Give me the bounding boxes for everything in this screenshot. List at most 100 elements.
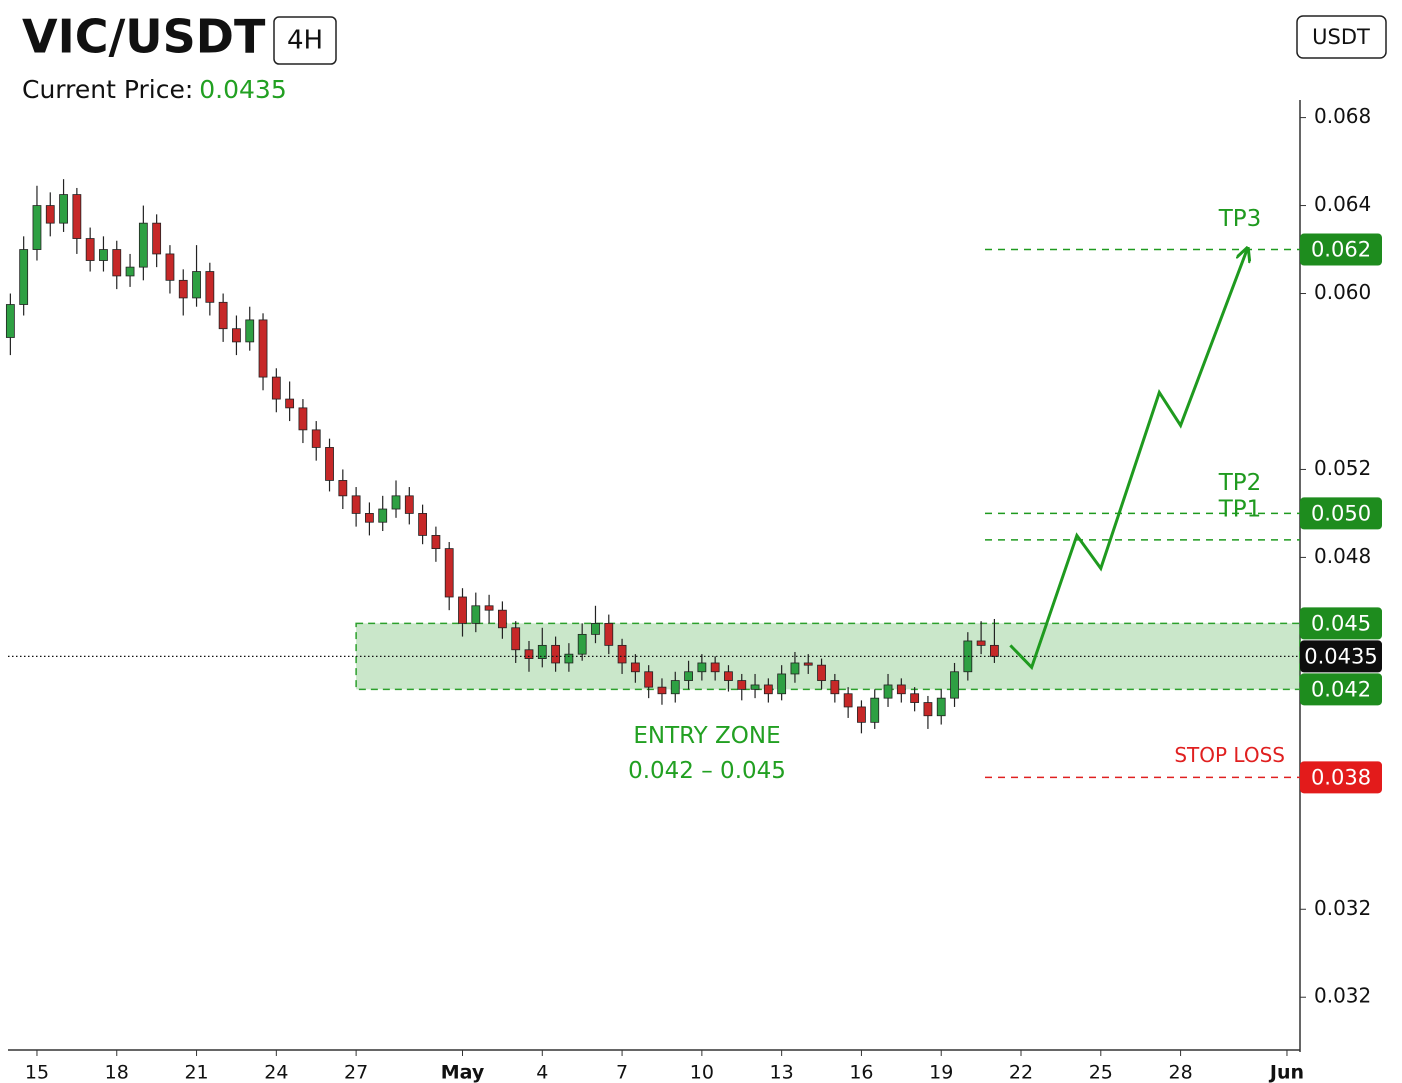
candle-body: [617, 644, 627, 664]
candle-body: [232, 328, 241, 343]
candle-body: [511, 627, 521, 651]
entry-zone-range: 0.042 – 0.045: [628, 758, 786, 784]
current-price: 0.0435: [199, 75, 286, 104]
candle-body: [218, 301, 228, 330]
x-tick-label: 18: [105, 1062, 129, 1083]
candle-body: [990, 644, 999, 657]
price-box: [1300, 233, 1382, 266]
y-tick-label: 0.068: [1314, 104, 1371, 128]
currency-button[interactable]: [1296, 15, 1387, 59]
y-tick-label: 0.052: [1314, 456, 1371, 480]
candle-body: [737, 680, 747, 690]
price-box-label: 0.042: [1311, 677, 1371, 701]
interval[interactable]: 4H: [287, 26, 323, 56]
currency-label[interactable]: USDT: [1312, 25, 1370, 49]
candle-body: [192, 271, 201, 299]
candle-body: [165, 253, 175, 281]
candle-body: [657, 686, 667, 695]
candle-body: [138, 222, 148, 268]
candle-body: [458, 596, 467, 624]
x-tick-label: 24: [264, 1062, 288, 1083]
price-box: [1300, 761, 1382, 794]
candle-body: [338, 480, 348, 497]
y-tick-label: 0.048: [1314, 544, 1371, 568]
candle-body: [843, 693, 853, 708]
candle-body: [271, 376, 281, 400]
x-tick-label: May: [441, 1062, 485, 1083]
candle-body: [178, 279, 188, 299]
entry-zone-label: ENTRY ZONE: [633, 723, 780, 749]
candle-body: [763, 684, 773, 695]
candle-body: [418, 513, 428, 536]
y-tick-label: 0.060: [1314, 280, 1371, 304]
candle-body: [883, 684, 893, 699]
current-price-label: Current Price:: [22, 75, 193, 104]
price-box-label: 0.038: [1311, 765, 1371, 789]
x-tick-label: 22: [1009, 1062, 1033, 1083]
candle-body: [976, 640, 986, 646]
price-box: [1300, 673, 1382, 706]
candle-body: [258, 319, 268, 378]
candle-body: [391, 495, 401, 510]
level-name: TP1: [1218, 496, 1262, 522]
candle-body: [125, 266, 135, 277]
candle-body: [936, 697, 946, 717]
candle-body: [205, 271, 215, 303]
x-tick-label: 25: [1089, 1062, 1113, 1083]
price-box: [1300, 607, 1382, 640]
candle-body: [484, 605, 494, 611]
price-box: [1300, 497, 1382, 530]
y-tick-label: 0.064: [1314, 192, 1371, 216]
level-name: TP3: [1218, 206, 1262, 232]
candle-body: [365, 513, 374, 523]
candle-body: [896, 684, 906, 695]
price-box: [1300, 640, 1382, 673]
candle-body: [630, 662, 640, 673]
candle-body: [644, 671, 654, 688]
candle-body: [564, 653, 574, 664]
level-name: STOP LOSS: [1174, 743, 1285, 767]
candle-body: [59, 194, 68, 224]
candle-body: [245, 319, 255, 343]
candle-body: [152, 222, 162, 255]
price-box-label: 0.045: [1311, 611, 1371, 635]
x-tick-label: 15: [25, 1062, 49, 1083]
x-tick-label: 16: [849, 1062, 873, 1083]
candle-body: [790, 662, 800, 675]
candle-body: [710, 662, 720, 673]
candle-body: [870, 697, 880, 723]
y-tick-label: 0.032: [1314, 896, 1371, 920]
candle-body: [950, 671, 959, 699]
candle-body: [431, 535, 441, 550]
candle-body: [404, 495, 414, 514]
candle-body: [497, 609, 507, 629]
interval-box[interactable]: [273, 16, 337, 65]
candle-body: [19, 249, 29, 305]
candle-body: [777, 673, 787, 695]
level-name: TP2: [1218, 470, 1262, 496]
candle-body: [32, 205, 42, 250]
x-tick-label: 28: [1168, 1062, 1192, 1083]
candle-body: [577, 633, 587, 655]
candle-body: [298, 407, 308, 431]
candle-body: [724, 671, 733, 681]
candle-body: [72, 194, 82, 239]
candle-body: [697, 662, 707, 673]
candle-body: [471, 605, 481, 624]
candle-body: [830, 680, 840, 695]
candle-body: [311, 429, 321, 448]
candle-body: [112, 249, 122, 277]
candle-body: [99, 249, 108, 261]
candle-body: [817, 664, 826, 681]
candle-body: [325, 447, 334, 481]
candle-body: [524, 649, 534, 659]
x-tick-label: 13: [770, 1062, 794, 1083]
x-tick-label: 4: [536, 1062, 548, 1083]
candle-body: [910, 693, 920, 703]
x-tick-label: 19: [929, 1062, 953, 1083]
candle-body: [604, 622, 614, 646]
x-tick-label: 27: [344, 1062, 368, 1083]
candle-body: [591, 622, 600, 635]
candle-body: [285, 398, 295, 409]
